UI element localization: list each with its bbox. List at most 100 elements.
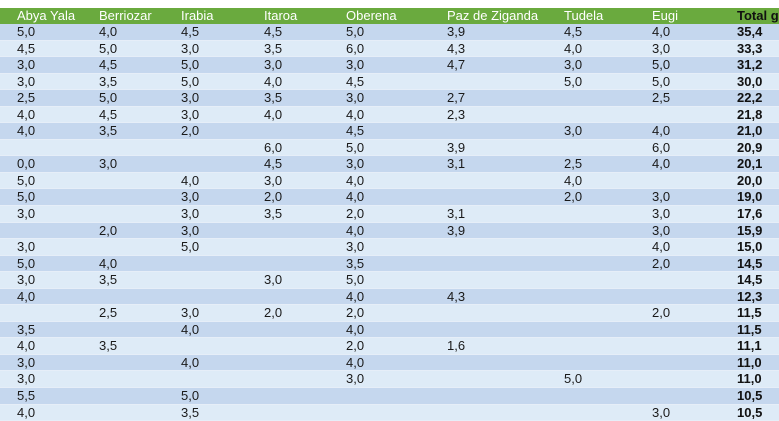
cell-abya-yala[interactable]: 4,0: [17, 338, 36, 354]
cell-abya-yala[interactable]: 5,0: [17, 172, 36, 188]
cell-abya-yala[interactable]: 4,0: [17, 404, 36, 420]
cell-oberena[interactable]: 4,0: [346, 321, 365, 337]
cell-irabia[interactable]: 2,0: [181, 123, 200, 139]
cell-total[interactable]: 12,3: [737, 288, 763, 304]
cell-irabia[interactable]: 4,0: [181, 354, 200, 370]
header-eugi[interactable]: Eugi: [652, 8, 679, 23]
cell-berriozar[interactable]: 3,5: [99, 272, 118, 288]
cell-berriozar[interactable]: 4,5: [99, 57, 118, 73]
cell-eugi[interactable]: 2,0: [652, 305, 671, 321]
cell-itaroa[interactable]: 4,0: [264, 73, 283, 89]
cell-total[interactable]: 30,0: [737, 73, 763, 89]
cell-paz-de-ziganda[interactable]: 3,1: [447, 206, 466, 222]
cell-total[interactable]: 17,6: [737, 206, 763, 222]
cell-eugi[interactable]: 3,0: [652, 404, 671, 420]
cell-oberena[interactable]: 3,5: [346, 255, 365, 271]
cell-abya-yala[interactable]: 2,5: [17, 90, 36, 106]
cell-irabia[interactable]: 4,5: [181, 24, 200, 39]
cell-total[interactable]: 20,0: [737, 172, 763, 188]
cell-eugi[interactable]: 3,0: [652, 40, 671, 56]
header-total[interactable]: Total g: [737, 8, 779, 23]
cell-irabia[interactable]: 3,0: [181, 40, 200, 56]
cell-eugi[interactable]: 4,0: [652, 24, 671, 39]
cell-itaroa[interactable]: 3,0: [264, 57, 283, 73]
cell-berriozar[interactable]: 4,0: [99, 255, 118, 271]
header-oberena[interactable]: Oberena: [346, 8, 397, 23]
cell-irabia[interactable]: 3,0: [181, 222, 200, 238]
cell-oberena[interactable]: 4,0: [346, 172, 365, 188]
cell-oberena[interactable]: 4,5: [346, 73, 365, 89]
cell-total[interactable]: 10,5: [737, 388, 763, 404]
cell-oberena[interactable]: 6,0: [346, 40, 365, 56]
cell-abya-yala[interactable]: 3,0: [17, 206, 36, 222]
cell-paz-de-ziganda[interactable]: 4,3: [447, 288, 466, 304]
cell-irabia[interactable]: 5,0: [181, 57, 200, 73]
cell-irabia[interactable]: 3,0: [181, 106, 200, 122]
cell-oberena[interactable]: 4,0: [346, 354, 365, 370]
cell-total[interactable]: 19,0: [737, 189, 763, 205]
cell-irabia[interactable]: 3,0: [181, 90, 200, 106]
cell-total[interactable]: 22,2: [737, 90, 763, 106]
cell-eugi[interactable]: 5,0: [652, 73, 671, 89]
cell-itaroa[interactable]: 4,5: [264, 156, 283, 172]
cell-total[interactable]: 33,3: [737, 40, 763, 56]
cell-eugi[interactable]: 4,0: [652, 239, 671, 255]
cell-oberena[interactable]: 4,0: [346, 106, 365, 122]
cell-total[interactable]: 10,5: [737, 404, 763, 420]
cell-abya-yala[interactable]: 3,0: [17, 73, 36, 89]
cell-irabia[interactable]: 5,0: [181, 239, 200, 255]
cell-tudela[interactable]: 2,5: [564, 156, 583, 172]
cell-berriozar[interactable]: 4,0: [99, 24, 118, 39]
cell-abya-yala[interactable]: 3,0: [17, 272, 36, 288]
cell-irabia[interactable]: 3,0: [181, 305, 200, 321]
cell-total[interactable]: 14,5: [737, 272, 763, 288]
cell-berriozar[interactable]: 3,5: [99, 338, 118, 354]
cell-oberena[interactable]: 4,0: [346, 189, 365, 205]
cell-oberena[interactable]: 2,0: [346, 338, 365, 354]
cell-itaroa[interactable]: 4,5: [264, 24, 283, 39]
cell-oberena[interactable]: 4,5: [346, 123, 365, 139]
cell-total[interactable]: 15,0: [737, 239, 763, 255]
cell-itaroa[interactable]: 3,0: [264, 272, 283, 288]
cell-paz-de-ziganda[interactable]: 4,3: [447, 40, 466, 56]
cell-tudela[interactable]: 3,0: [564, 57, 583, 73]
cell-itaroa[interactable]: 3,5: [264, 206, 283, 222]
cell-eugi[interactable]: 2,5: [652, 90, 671, 106]
cell-irabia[interactable]: 5,0: [181, 388, 200, 404]
cell-eugi[interactable]: 3,0: [652, 189, 671, 205]
cell-berriozar[interactable]: 3,0: [99, 156, 118, 172]
cell-oberena[interactable]: 5,0: [346, 139, 365, 155]
cell-paz-de-ziganda[interactable]: 4,7: [447, 57, 466, 73]
cell-irabia[interactable]: 4,0: [181, 321, 200, 337]
cell-berriozar[interactable]: 4,5: [99, 106, 118, 122]
header-abya-yala[interactable]: Abya Yala: [17, 8, 76, 23]
cell-tudela[interactable]: 2,0: [564, 189, 583, 205]
cell-eugi[interactable]: 5,0: [652, 57, 671, 73]
cell-total[interactable]: 15,9: [737, 222, 763, 238]
cell-total[interactable]: 11,5: [737, 305, 762, 321]
cell-total[interactable]: 11,5: [737, 321, 762, 337]
cell-irabia[interactable]: 3,0: [181, 189, 200, 205]
cell-oberena[interactable]: 5,0: [346, 272, 365, 288]
cell-itaroa[interactable]: 6,0: [264, 139, 283, 155]
cell-tudela[interactable]: 5,0: [564, 371, 583, 387]
cell-total[interactable]: 20,9: [737, 139, 763, 155]
cell-paz-de-ziganda[interactable]: 3,9: [447, 139, 466, 155]
cell-abya-yala[interactable]: 5,0: [17, 189, 36, 205]
cell-irabia[interactable]: 3,0: [181, 206, 200, 222]
cell-total[interactable]: 21,8: [737, 106, 763, 122]
cell-abya-yala[interactable]: 3,5: [17, 321, 36, 337]
cell-oberena[interactable]: 2,0: [346, 206, 365, 222]
cell-oberena[interactable]: 3,0: [346, 90, 365, 106]
cell-paz-de-ziganda[interactable]: 2,3: [447, 106, 466, 122]
cell-irabia[interactable]: 4,0: [181, 172, 200, 188]
cell-paz-de-ziganda[interactable]: 3,9: [447, 222, 466, 238]
cell-itaroa[interactable]: 4,0: [264, 106, 283, 122]
cell-total[interactable]: 11,0: [737, 371, 762, 387]
cell-itaroa[interactable]: 2,0: [264, 305, 283, 321]
cell-berriozar[interactable]: 5,0: [99, 90, 118, 106]
cell-oberena[interactable]: 4,0: [346, 222, 365, 238]
cell-berriozar[interactable]: 2,0: [99, 222, 118, 238]
cell-tudela[interactable]: 4,5: [564, 24, 583, 39]
cell-irabia[interactable]: 5,0: [181, 73, 200, 89]
